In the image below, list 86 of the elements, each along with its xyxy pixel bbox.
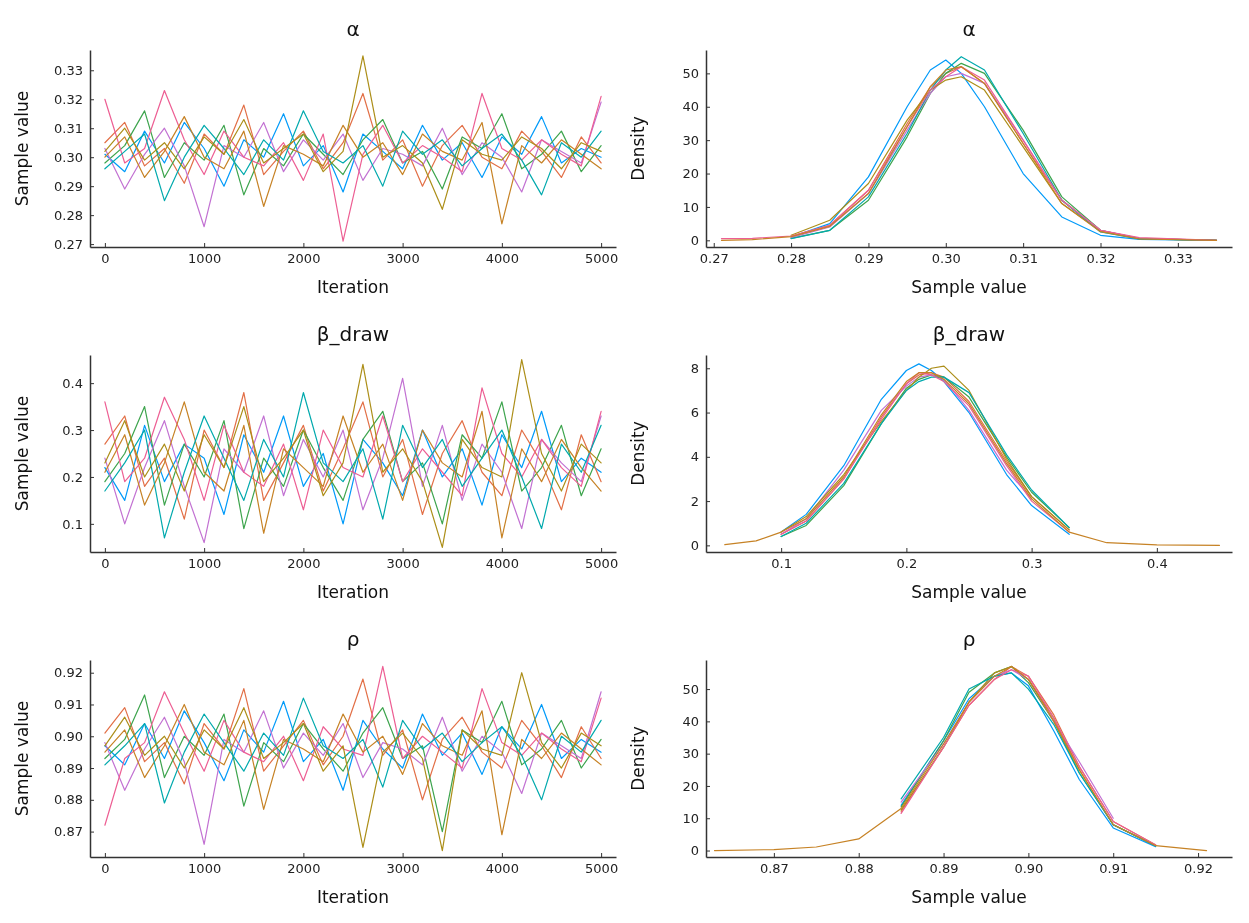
y-tick-label: 0.3 bbox=[62, 422, 83, 438]
x-tick-label: 0.88 bbox=[844, 861, 874, 877]
x-tick-label: 0.32 bbox=[1086, 251, 1116, 267]
y-tick-label: 6 bbox=[690, 405, 699, 421]
y-tick-label: 30 bbox=[682, 132, 699, 148]
x-tick-label: 2000 bbox=[287, 861, 321, 877]
y-tick-label: 50 bbox=[682, 681, 699, 697]
x-tick-label: 0.3 bbox=[1021, 556, 1043, 572]
x-tick-label: 0.30 bbox=[931, 251, 961, 267]
y-tick-label: 0.87 bbox=[54, 824, 83, 840]
x-axis-title: Iteration bbox=[316, 887, 390, 907]
x-tick-label: 0.28 bbox=[777, 251, 807, 267]
x-tick-label: 5000 bbox=[585, 861, 619, 877]
x-tick-label: 1000 bbox=[188, 556, 222, 572]
x-tick-label: 5000 bbox=[585, 251, 619, 267]
x-tick-label: 3000 bbox=[386, 861, 420, 877]
x-tick-label: 0.29 bbox=[854, 251, 884, 267]
chart-title: ρ bbox=[962, 627, 976, 651]
y-tick-label: 40 bbox=[682, 99, 699, 115]
y-tick-label: 0.29 bbox=[54, 178, 83, 194]
x-tick-label: 0.2 bbox=[896, 556, 918, 572]
x-tick-label: 4000 bbox=[485, 861, 519, 877]
x-tick-label: 0 bbox=[101, 251, 110, 267]
y-tick-label: 2 bbox=[690, 493, 699, 509]
y-tick-label: 0.1 bbox=[62, 516, 83, 532]
y-tick-label: 50 bbox=[682, 66, 699, 82]
x-tick-label: 0.33 bbox=[1163, 251, 1193, 267]
x-axis-title: Iteration bbox=[316, 277, 390, 297]
x-tick-label: 0.4 bbox=[1147, 556, 1168, 572]
x-axis-title: Sample value bbox=[911, 582, 1027, 602]
y-tick-label: 0.2 bbox=[62, 469, 83, 485]
y-axis-title: Density bbox=[628, 421, 648, 486]
y-tick-label: 0.91 bbox=[54, 697, 83, 713]
x-tick-label: 0.92 bbox=[1184, 861, 1214, 877]
y-tick-label: 0.92 bbox=[54, 665, 83, 681]
y-tick-label: 0.90 bbox=[54, 728, 83, 744]
chart-title: β_draw bbox=[932, 322, 1006, 346]
y-axis-title: Sample value bbox=[12, 90, 32, 207]
chart-title: α bbox=[346, 17, 360, 41]
y-tick-label: 0.31 bbox=[54, 120, 83, 136]
y-tick-label: 0 bbox=[690, 843, 699, 859]
x-tick-label: 3000 bbox=[386, 251, 420, 267]
y-tick-label: 0 bbox=[690, 232, 699, 248]
y-tick-label: 0.89 bbox=[54, 760, 83, 776]
y-tick-label: 20 bbox=[682, 166, 699, 182]
y-axis-title: Density bbox=[628, 116, 648, 181]
y-tick-label: 0.28 bbox=[54, 207, 83, 223]
y-axis-title: Sample value bbox=[12, 395, 32, 512]
y-tick-label: 30 bbox=[682, 746, 699, 762]
chart-title: α bbox=[962, 17, 976, 41]
y-tick-label: 10 bbox=[682, 199, 699, 215]
x-tick-label: 5000 bbox=[585, 556, 619, 572]
x-tick-label: 0 bbox=[101, 556, 110, 572]
x-axis-title: Sample value bbox=[911, 887, 1027, 907]
x-tick-label: 0.91 bbox=[1099, 861, 1129, 877]
y-tick-label: 0.88 bbox=[54, 792, 83, 808]
x-tick-label: 0.89 bbox=[929, 861, 959, 877]
chart-title: ρ bbox=[346, 627, 360, 651]
y-tick-label: 10 bbox=[682, 810, 699, 826]
x-tick-label: 0.87 bbox=[759, 861, 789, 877]
x-tick-label: 0 bbox=[101, 861, 110, 877]
x-tick-label: 3000 bbox=[386, 556, 420, 572]
x-tick-label: 0.90 bbox=[1014, 861, 1044, 877]
y-tick-label: 0.27 bbox=[54, 236, 83, 252]
y-axis-title: Density bbox=[628, 726, 648, 791]
x-tick-label: 1000 bbox=[188, 251, 222, 267]
y-tick-label: 0.32 bbox=[54, 91, 83, 107]
x-tick-label: 4000 bbox=[485, 556, 519, 572]
y-tick-label: 40 bbox=[682, 714, 699, 730]
x-tick-label: 0.1 bbox=[771, 556, 792, 572]
x-tick-label: 2000 bbox=[287, 556, 321, 572]
y-tick-label: 0 bbox=[690, 538, 699, 554]
y-axis-title: Sample value bbox=[12, 700, 32, 817]
x-tick-label: 4000 bbox=[485, 251, 519, 267]
x-tick-label: 2000 bbox=[287, 251, 321, 267]
y-tick-label: 8 bbox=[690, 360, 699, 376]
y-tick-label: 0.30 bbox=[54, 149, 83, 165]
y-tick-label: 20 bbox=[682, 778, 699, 794]
y-tick-label: 4 bbox=[690, 449, 699, 465]
x-tick-label: 0.31 bbox=[1009, 251, 1039, 267]
x-tick-label: 1000 bbox=[188, 861, 222, 877]
chart-title: β_draw bbox=[316, 322, 390, 346]
x-axis-title: Sample value bbox=[911, 277, 1027, 297]
y-tick-label: 0.33 bbox=[54, 62, 83, 78]
y-tick-label: 0.4 bbox=[62, 375, 83, 391]
x-axis-title: Iteration bbox=[316, 582, 390, 602]
